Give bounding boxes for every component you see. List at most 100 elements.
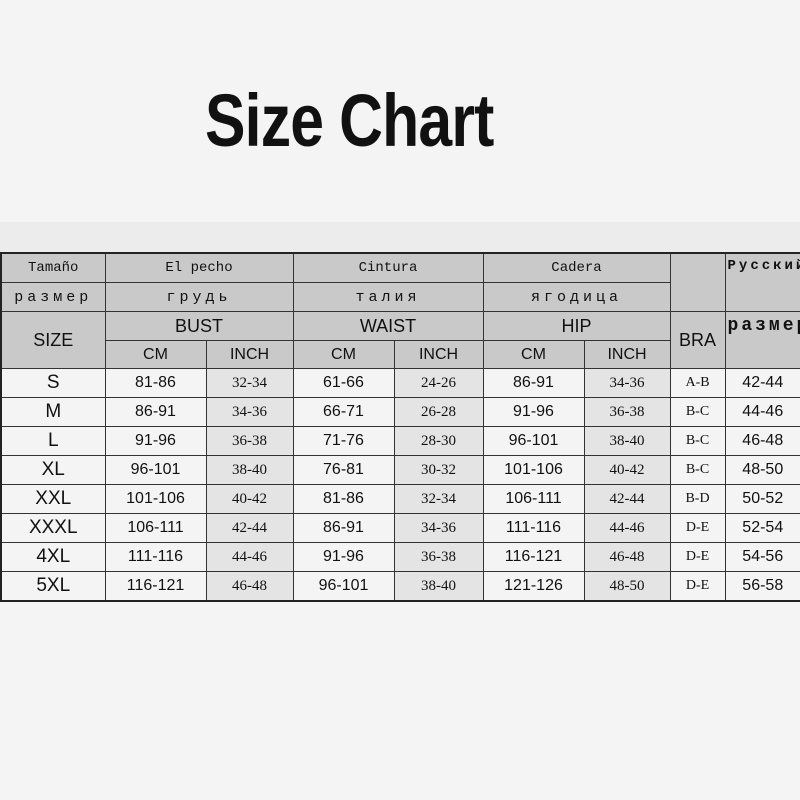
cell-size: L [0,426,106,456]
unit-cm: CM [292,340,395,369]
cell-waist-inch: 26-28 [393,397,484,427]
cell-size: 5XL [0,571,106,602]
cell-hip-inch: 44-46 [583,513,671,543]
header-bra-blank [669,252,726,312]
cell-bust-inch: 32-34 [205,368,294,398]
page-title: Size Chart [205,79,494,162]
cell-waist-cm: 91-96 [292,542,395,572]
header-hip: HIP [482,311,671,341]
cell-ru-size: 42-44 [724,368,800,398]
table-row: XXXL 106-111 42-44 86-91 34-36 111-116 44-46 D-… [0,513,800,543]
cell-hip-inch: 36-38 [583,397,671,427]
header-bust-ru: грудь [104,282,294,312]
cell-waist-inch: 32-34 [393,484,484,514]
header-waist-ru: талия [292,282,484,312]
cell-hip-cm: 116-121 [482,542,585,572]
cell-bust-cm: 96-101 [104,455,207,485]
cell-bust-cm: 86-91 [104,397,207,427]
cell-ru-size: 54-56 [724,542,800,572]
cell-waist-inch: 34-36 [393,513,484,543]
header-ru-lang: Русский [724,252,800,312]
cell-ru-size: 50-52 [724,484,800,514]
cell-bra: B-C [669,455,726,485]
cell-bra: B-C [669,397,726,427]
unit-cm: CM [482,340,585,369]
header-ru-size: размер [724,311,800,369]
header-size: SIZE [0,311,106,369]
cell-hip-cm: 111-116 [482,513,585,543]
header-waist: WAIST [292,311,484,341]
cell-bust-inch: 34-36 [205,397,294,427]
cell-bust-cm: 106-111 [104,513,207,543]
cell-ru-size: 52-54 [724,513,800,543]
header-bust: BUST [104,311,294,341]
cell-ru-size: 44-46 [724,397,800,427]
cell-waist-cm: 86-91 [292,513,395,543]
cell-bra: D-E [669,542,726,572]
cell-size: S [0,368,106,398]
cell-hip-inch: 38-40 [583,426,671,456]
cell-size: 4XL [0,542,106,572]
cell-bra: A-B [669,368,726,398]
table-row: XL 96-101 38-40 76-81 30-32 101-106 40-42 B-C 48… [0,455,800,485]
cell-waist-cm: 71-76 [292,426,395,456]
cell-waist-inch: 38-40 [393,571,484,602]
unit-inch: INCH [393,340,484,369]
cell-bra: D-E [669,513,726,543]
cell-bust-inch: 46-48 [205,571,294,602]
cell-bust-cm: 111-116 [104,542,207,572]
cell-bra: B-D [669,484,726,514]
cell-waist-cm: 61-66 [292,368,395,398]
table-row: XXL 101-106 40-42 81-86 32-34 106-111 42-44 B-D… [0,484,800,514]
cell-hip-inch: 48-50 [583,571,671,602]
cell-hip-inch: 42-44 [583,484,671,514]
cell-hip-inch: 34-36 [583,368,671,398]
cell-waist-inch: 28-30 [393,426,484,456]
cell-size: XL [0,455,106,485]
cell-bust-cm: 101-106 [104,484,207,514]
table-row: 4XL 111-116 44-46 91-96 36-38 116-121 46-48 D-E… [0,542,800,572]
cell-waist-cm: 76-81 [292,455,395,485]
divider-band [0,222,800,252]
cell-size: XXXL [0,513,106,543]
cell-bra: B-C [669,426,726,456]
cell-ru-size: 56-58 [724,571,800,602]
cell-waist-inch: 24-26 [393,368,484,398]
table-row: 5XL 116-121 46-48 96-101 38-40 121-126 48-50 D-… [0,571,800,602]
cell-size: XXL [0,484,106,514]
cell-hip-cm: 86-91 [482,368,585,398]
cell-waist-cm: 96-101 [292,571,395,602]
unit-inch: INCH [583,340,671,369]
header-hip-ru: ягодица [482,282,671,312]
cell-hip-cm: 121-126 [482,571,585,602]
header-bra: BRA [669,311,726,369]
cell-bust-inch: 36-38 [205,426,294,456]
cell-bust-inch: 42-44 [205,513,294,543]
cell-waist-inch: 36-38 [393,542,484,572]
header-waist-es: Cintura [292,252,484,283]
cell-bust-inch: 40-42 [205,484,294,514]
header-hip-es: Cadera [482,252,671,283]
unit-cm: CM [104,340,207,369]
header-bust-es: El pecho [104,252,294,283]
cell-bra: D-E [669,571,726,602]
cell-hip-cm: 91-96 [482,397,585,427]
cell-bust-cm: 81-86 [104,368,207,398]
cell-hip-inch: 40-42 [583,455,671,485]
cell-waist-cm: 81-86 [292,484,395,514]
cell-bust-inch: 38-40 [205,455,294,485]
table-row: L 91-96 36-38 71-76 28-30 96-101 38-40 B-C 46-48 [0,426,800,456]
cell-ru-size: 48-50 [724,455,800,485]
cell-waist-inch: 30-32 [393,455,484,485]
table-row: S 81-86 32-34 61-66 24-26 86-91 34-36 A-B 42-44 [0,368,800,398]
cell-ru-size: 46-48 [724,426,800,456]
cell-bust-cm: 116-121 [104,571,207,602]
cell-hip-cm: 106-111 [482,484,585,514]
cell-hip-inch: 46-48 [583,542,671,572]
size-chart-table: Tamaño El pecho Cintura Cadera Русский р… [0,252,800,602]
header-size-ru: размер [0,282,106,312]
unit-inch: INCH [205,340,294,369]
cell-hip-cm: 101-106 [482,455,585,485]
table-row: M 86-91 34-36 66-71 26-28 91-96 36-38 B-C 44-46 [0,397,800,427]
cell-hip-cm: 96-101 [482,426,585,456]
